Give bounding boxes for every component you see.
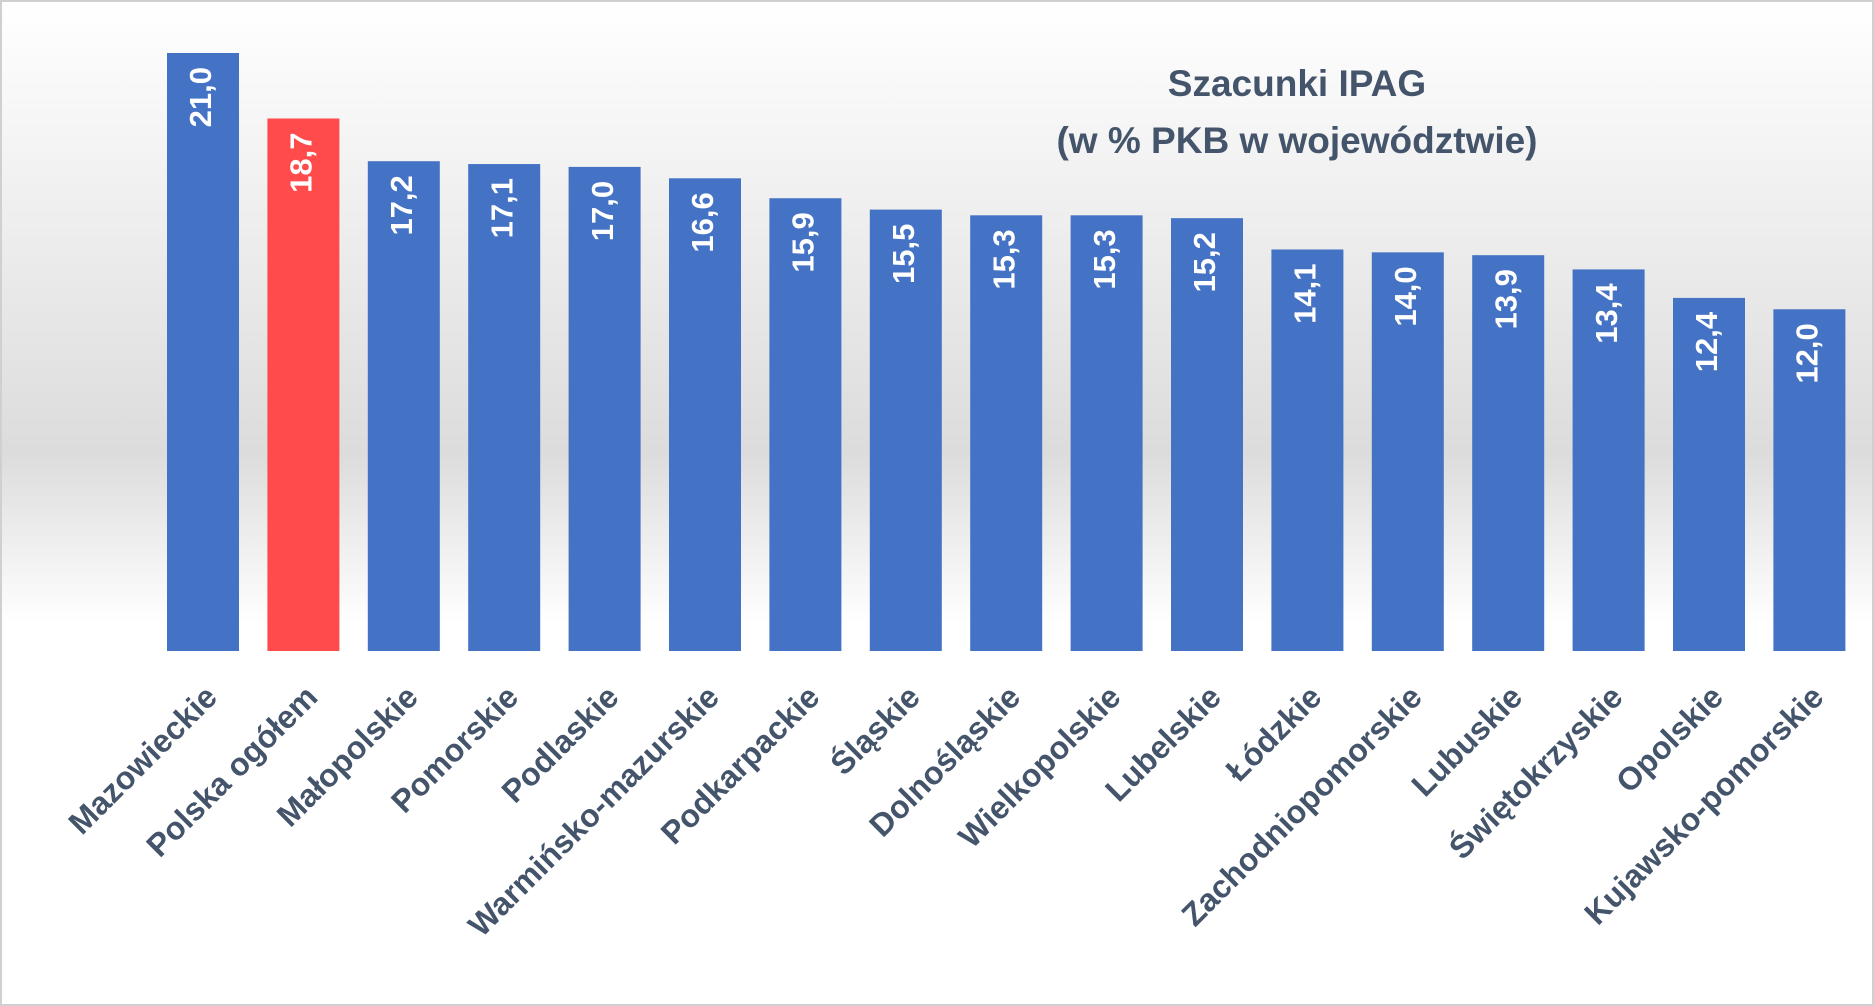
bar bbox=[1371, 252, 1444, 652]
value-label: 18,7 bbox=[284, 132, 319, 192]
bar bbox=[1472, 255, 1545, 651]
value-label: 13,4 bbox=[1589, 283, 1624, 344]
bar bbox=[267, 118, 340, 651]
value-label: 14,0 bbox=[1388, 266, 1423, 326]
value-label: 12,0 bbox=[1790, 323, 1825, 383]
bar bbox=[1171, 218, 1243, 651]
value-label: 15,3 bbox=[1087, 229, 1122, 289]
bar bbox=[1773, 309, 1846, 651]
bar bbox=[1572, 269, 1645, 651]
value-label: 17,0 bbox=[585, 181, 620, 241]
bar bbox=[1070, 215, 1143, 652]
value-label: 17,1 bbox=[484, 178, 519, 238]
bar bbox=[568, 166, 641, 651]
value-label: 15,9 bbox=[786, 212, 821, 272]
chart-title: Szacunki IPAG bbox=[1168, 63, 1426, 104]
bar bbox=[1673, 297, 1745, 651]
chart-subtitle: (w % PKB w województwie) bbox=[1056, 120, 1537, 161]
bar bbox=[367, 161, 440, 651]
value-label: 21,0 bbox=[183, 67, 218, 127]
bar bbox=[769, 198, 842, 651]
value-label: 13,9 bbox=[1488, 269, 1523, 329]
value-label: 16,6 bbox=[685, 192, 720, 252]
bar bbox=[869, 209, 942, 651]
value-label: 12,4 bbox=[1689, 311, 1724, 372]
value-label: 14,1 bbox=[1288, 263, 1323, 323]
value-label: 15,5 bbox=[886, 224, 921, 284]
bar bbox=[1271, 249, 1344, 651]
value-label: 15,3 bbox=[986, 229, 1021, 289]
bar bbox=[669, 178, 741, 652]
bar bbox=[468, 164, 541, 652]
value-label: 15,2 bbox=[1187, 232, 1222, 292]
bar bbox=[970, 215, 1043, 652]
bar bbox=[167, 53, 239, 651]
value-label: 17,2 bbox=[384, 175, 419, 235]
